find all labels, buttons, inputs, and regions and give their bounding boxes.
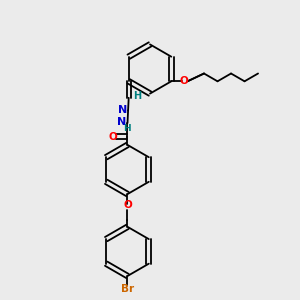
Text: Br: Br [121, 284, 134, 294]
Text: O: O [179, 76, 188, 86]
Text: O: O [123, 200, 132, 211]
Text: H: H [133, 91, 141, 101]
Text: H: H [123, 124, 131, 133]
Text: N: N [118, 105, 127, 115]
Text: N: N [118, 117, 127, 128]
Text: O: O [108, 131, 117, 142]
